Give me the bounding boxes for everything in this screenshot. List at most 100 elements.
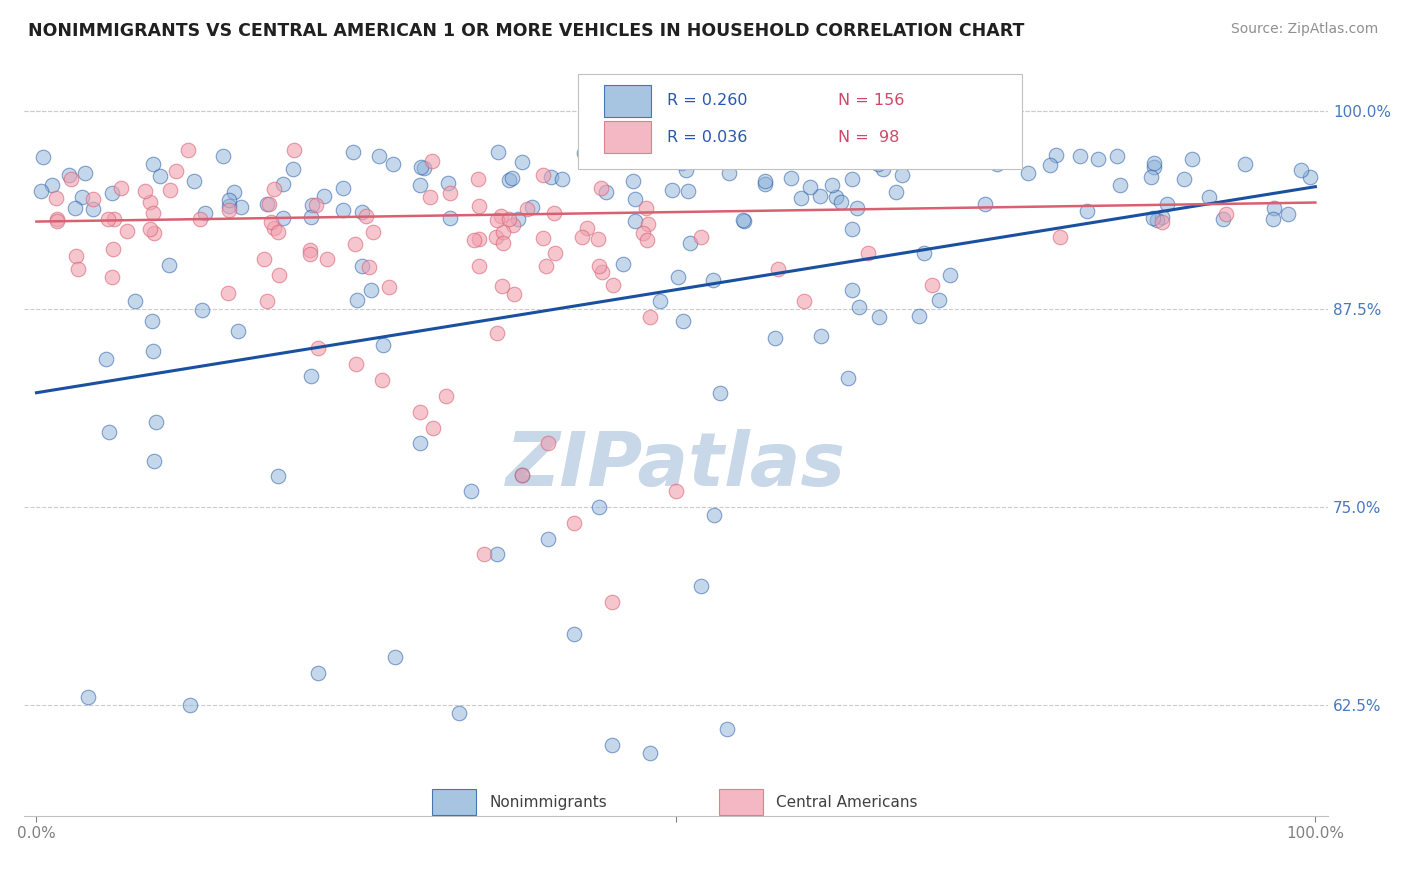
Point bbox=[256, 293, 278, 308]
Point bbox=[281, 161, 304, 176]
Point bbox=[142, 157, 165, 171]
FancyBboxPatch shape bbox=[432, 789, 477, 815]
Point bbox=[177, 143, 200, 157]
Point bbox=[354, 209, 377, 223]
Point bbox=[575, 220, 598, 235]
Point bbox=[217, 285, 239, 300]
Point bbox=[690, 579, 713, 593]
Point bbox=[298, 243, 321, 257]
Point bbox=[218, 193, 240, 207]
Point bbox=[419, 189, 441, 203]
Point bbox=[672, 314, 695, 328]
Point bbox=[768, 262, 790, 277]
Point bbox=[763, 331, 786, 345]
Point bbox=[467, 172, 489, 186]
Point bbox=[537, 436, 560, 450]
Point bbox=[790, 191, 813, 205]
Point bbox=[463, 233, 485, 247]
Point bbox=[1069, 149, 1091, 163]
Point bbox=[332, 202, 354, 217]
Point bbox=[32, 150, 55, 164]
Point bbox=[439, 211, 461, 225]
Point bbox=[492, 235, 515, 250]
Point bbox=[305, 198, 328, 212]
Point bbox=[1212, 212, 1234, 227]
Point bbox=[1233, 157, 1256, 171]
Point bbox=[841, 284, 863, 298]
Point bbox=[491, 209, 513, 223]
Point bbox=[371, 338, 394, 352]
Point bbox=[912, 246, 935, 260]
Point bbox=[157, 258, 180, 272]
Point bbox=[537, 532, 560, 546]
Point bbox=[624, 214, 647, 228]
Point bbox=[307, 666, 329, 681]
Point bbox=[30, 184, 52, 198]
Point bbox=[1039, 158, 1062, 172]
Point bbox=[717, 166, 740, 180]
Point bbox=[367, 149, 389, 163]
Point bbox=[316, 252, 339, 266]
Point bbox=[381, 157, 404, 171]
Text: R = 0.036: R = 0.036 bbox=[666, 130, 747, 145]
Point bbox=[183, 173, 205, 187]
Point bbox=[631, 226, 654, 240]
Point bbox=[612, 257, 634, 271]
Point bbox=[263, 221, 285, 235]
Point bbox=[60, 172, 83, 186]
Point bbox=[600, 738, 623, 752]
Point bbox=[695, 153, 717, 168]
Point bbox=[165, 164, 187, 178]
Point bbox=[301, 198, 323, 212]
Point bbox=[844, 146, 866, 161]
Point bbox=[1263, 202, 1285, 216]
Point bbox=[82, 202, 104, 216]
Point bbox=[754, 178, 776, 192]
Text: Central Americans: Central Americans bbox=[776, 795, 918, 810]
Point bbox=[361, 226, 384, 240]
Point bbox=[731, 213, 754, 227]
Point bbox=[908, 310, 931, 324]
Point bbox=[1143, 156, 1166, 170]
Point bbox=[595, 185, 617, 199]
Point bbox=[921, 277, 943, 292]
Point bbox=[267, 268, 290, 283]
Point bbox=[910, 151, 932, 165]
Point bbox=[66, 261, 89, 276]
Point bbox=[540, 169, 562, 184]
Point bbox=[666, 269, 689, 284]
Point bbox=[263, 182, 285, 196]
Point bbox=[572, 146, 595, 161]
Point bbox=[468, 260, 491, 274]
Point bbox=[1152, 210, 1174, 224]
FancyBboxPatch shape bbox=[605, 121, 651, 153]
Point bbox=[1108, 178, 1130, 192]
Point bbox=[409, 160, 432, 174]
Point bbox=[1215, 206, 1237, 220]
Point bbox=[1263, 211, 1285, 226]
Point bbox=[149, 169, 172, 184]
Point bbox=[97, 211, 120, 226]
Point bbox=[359, 260, 381, 274]
Point bbox=[884, 185, 907, 199]
Point bbox=[512, 468, 534, 483]
Point bbox=[384, 650, 406, 665]
Point bbox=[543, 206, 565, 220]
Point bbox=[378, 279, 401, 293]
Point bbox=[648, 293, 671, 308]
Point bbox=[342, 145, 364, 159]
Point bbox=[872, 162, 894, 177]
Point bbox=[1107, 149, 1129, 163]
Point bbox=[683, 147, 706, 161]
Point bbox=[974, 196, 997, 211]
Point bbox=[218, 199, 240, 213]
Point bbox=[190, 303, 212, 318]
Point bbox=[1156, 197, 1178, 211]
Point bbox=[780, 171, 803, 186]
Point bbox=[485, 326, 508, 340]
Point bbox=[488, 145, 510, 160]
Point bbox=[1139, 169, 1161, 184]
Point bbox=[70, 190, 93, 204]
Point bbox=[58, 168, 80, 182]
Point bbox=[409, 405, 432, 419]
